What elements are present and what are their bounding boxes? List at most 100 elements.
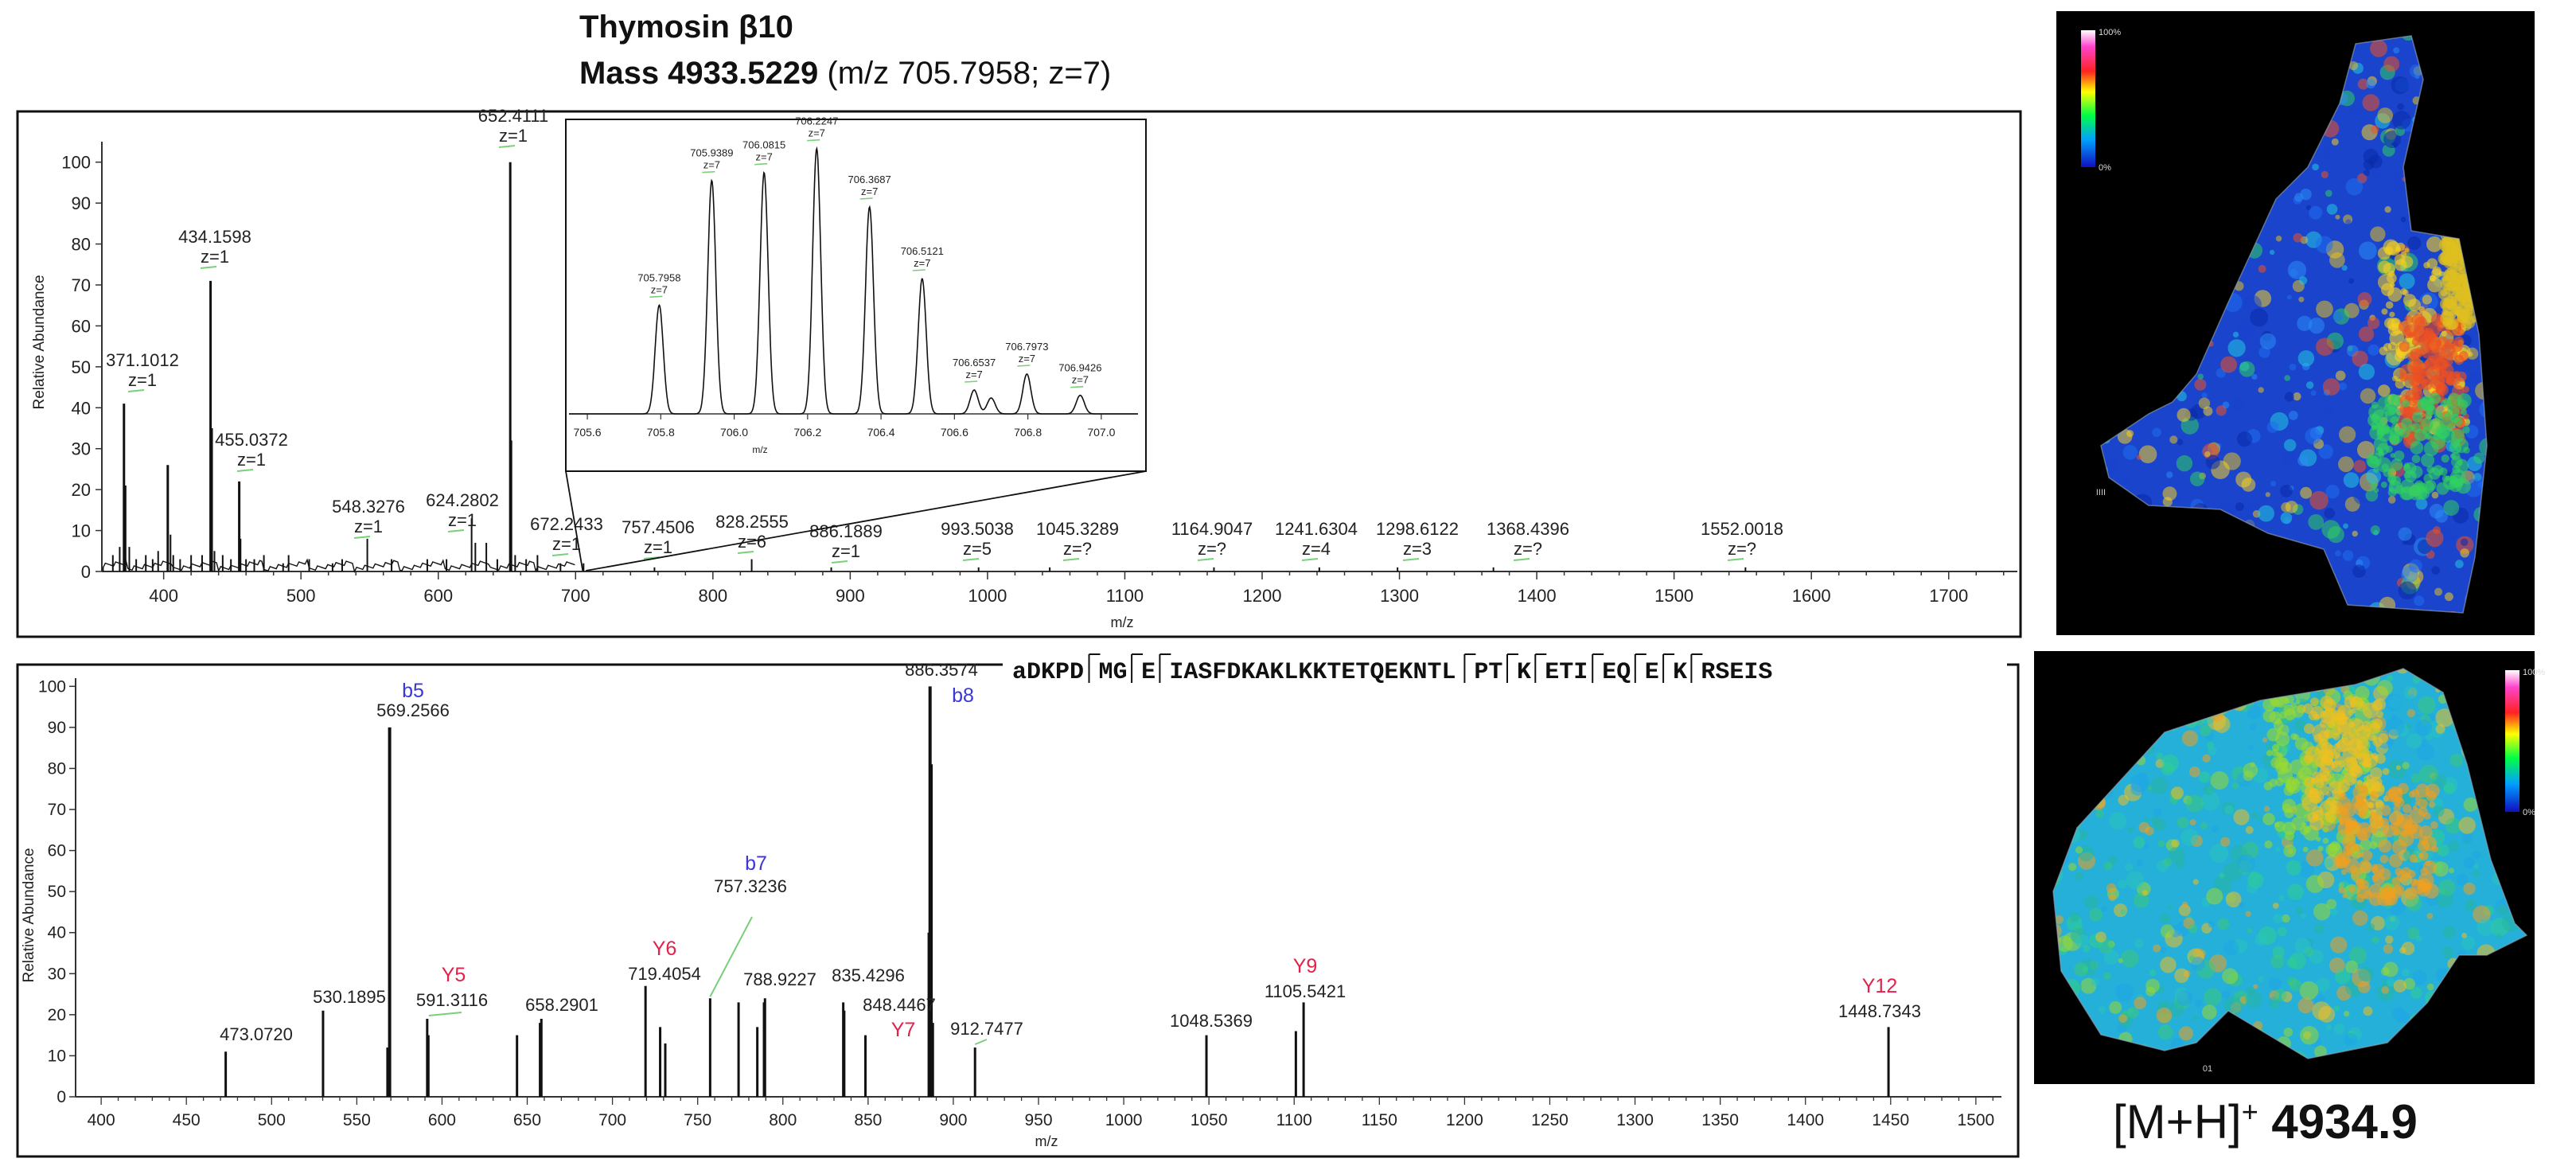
bottom-x-tick-label: 1400 [1787,1111,1824,1129]
top-y-tick-label: 30 [72,439,91,459]
inset-x-tick-label: 706.6 [941,426,968,439]
inset-peak-marker [912,269,926,271]
fragment-ion-label: Y7 [891,1019,916,1041]
top-peak-marker [1197,558,1214,561]
fragment-ion-label: Y12 [1862,975,1897,997]
bottom-x-tick-label: 500 [258,1111,286,1129]
bottom-x-tick-label: 1350 [1701,1111,1739,1129]
bottom-x-tick-label: 650 [513,1111,541,1129]
top-peak-charge-label: z=? [1063,539,1092,559]
top-peak-marker [353,536,371,539]
top-peak-mz-label: 757.4506 [622,517,695,537]
top-x-tick-label: 1300 [1380,586,1419,606]
bottom-peak-mz-label: 658.2901 [525,995,598,1015]
top-peak-marker [447,529,465,532]
top-peak-marker [1727,558,1744,561]
sequence-segment: MG [1099,659,1128,686]
inset-peak-mz-label: 706.7973 [1005,341,1048,353]
top-peak-charge-label: z=1 [552,534,581,554]
sequence-bg [1003,646,2007,688]
bottom-peak-mz-label: 788.9227 [743,969,816,989]
inset-peak-charge-label: z=7 [861,185,878,197]
bottom-y-tick-label: 50 [48,883,66,901]
top-peak-mz-label: 548.3276 [332,497,405,517]
bottom-panel-frame [16,663,2020,1158]
inset-peak-mz-label: 706.9426 [1058,362,1101,374]
top-peak-mz-label: 1552.0018 [1701,519,1783,539]
top-ion-image-corner-label: IIII [2096,488,2106,497]
bottom-x-tick-label: 600 [428,1111,456,1129]
top-peak-marker [831,560,848,564]
top-peak-mz-label: 1241.6304 [1275,519,1358,539]
bottom-peak-mz-label: 473.0720 [220,1024,293,1044]
top-peak-charge-label: z=3 [1403,539,1432,559]
inset-peak-charge-label: z=7 [756,151,773,163]
inset-x-tick-label: 706.8 [1014,426,1042,439]
top-peak-marker [236,469,254,472]
fragment-ion-label: Y6 [653,938,677,960]
top-peak-mz-label: 434.1598 [178,227,251,247]
top-y-tick-label: 80 [72,235,91,255]
top-ion-image-scale-bar [2081,30,2095,167]
top-y-tick-label: 90 [72,193,91,213]
inset-peak-marker [1070,385,1084,388]
fragment-ion-label: b8 [952,685,974,707]
top-peak-mz-label: 371.1012 [106,350,179,370]
inset-connector-right [586,470,1147,571]
fragment-ion-label: b5 [402,680,424,702]
bottom-x-tick-label: 1150 [1362,1111,1397,1129]
mass-detail: (m/z 705.7958; z=7) [827,56,1112,91]
bottom-y-tick-label: 40 [48,924,66,942]
top-peak-mz-label: 1298.6122 [1376,519,1459,539]
inset-peak-mz-label: 706.3687 [848,174,891,185]
top-x-tick-label: 400 [149,586,178,606]
fragment-ion-label: Y5 [442,964,466,986]
bottom-x-tick-label: 1050 [1191,1111,1228,1129]
mass-label: Mass 4933.5229 [579,56,819,91]
bottom-x-tick-label: 1250 [1531,1111,1569,1129]
bottom-x-tick-label: 1000 [1105,1111,1143,1129]
top-peak-charge-label: z=1 [354,517,383,536]
top-peak-charge-label: z=1 [201,247,229,267]
bottom-x-tick-label: 1500 [1958,1111,1995,1129]
top-peak-mz-label: 993.5038 [941,519,1014,539]
top-y-tick-label: 60 [72,316,91,336]
bottom-peak-mz-label: 1448.7343 [1838,1001,1921,1021]
inset-peak-marker [807,138,820,142]
inset-x-axis-label: m/z [752,444,767,455]
bottom-x-tick-label: 1100 [1276,1111,1312,1129]
bottom-x-tick-label: 400 [88,1111,115,1129]
sequence-segment: K [1517,659,1531,686]
top-peak-marker [498,145,516,148]
top-ion-image-scale-max: 100% [2099,28,2121,37]
bottom-x-tick-label: 700 [598,1111,626,1129]
top-peak-marker [551,553,569,556]
bottom-peak-mz-label: 1048.5369 [1170,1011,1253,1031]
top-x-tick-label: 700 [561,586,590,606]
top-x-tick-label: 800 [698,586,727,606]
top-peak-marker [1062,558,1080,561]
chart-subtitle: Mass 4933.5229 (m/z 705.7958; z=7) [579,56,1111,92]
top-ion-image-scale-min: 0% [2099,163,2111,173]
bottom-x-tick-label: 1200 [1446,1111,1483,1129]
bottom-y-tick-label: 90 [48,719,66,737]
inset-peak-marker [859,197,873,200]
inset-peak-charge-label: z=7 [1019,353,1035,365]
top-y-tick-label: 0 [81,562,91,582]
top-x-tick-label: 1600 [1792,586,1831,606]
inset-peak-mz-label: 705.7958 [637,271,680,283]
top-x-tick-label: 1100 [1106,586,1144,606]
top-x-tick-label: 1000 [968,586,1007,606]
top-peak-charge-label: z=1 [128,370,157,390]
sequence-segment: EQ [1602,659,1631,686]
inset-peak-marker [1017,365,1031,367]
fragment-ion-label: b7 [745,852,767,875]
mh-label: [M+H]+ 4934.9 [2113,1095,2418,1149]
bottom-peak-mz-label: 569.2566 [376,700,450,720]
inset-x-tick-label: 706.4 [867,426,895,439]
top-peak-charge-label: z=1 [237,450,266,470]
bottom-x-tick-label: 1300 [1616,1111,1654,1129]
bottom-x-tick-label: 550 [343,1111,371,1129]
bottom-peak-mz-label: 912.7477 [950,1019,1023,1039]
sequence-segment: K [1673,659,1687,686]
